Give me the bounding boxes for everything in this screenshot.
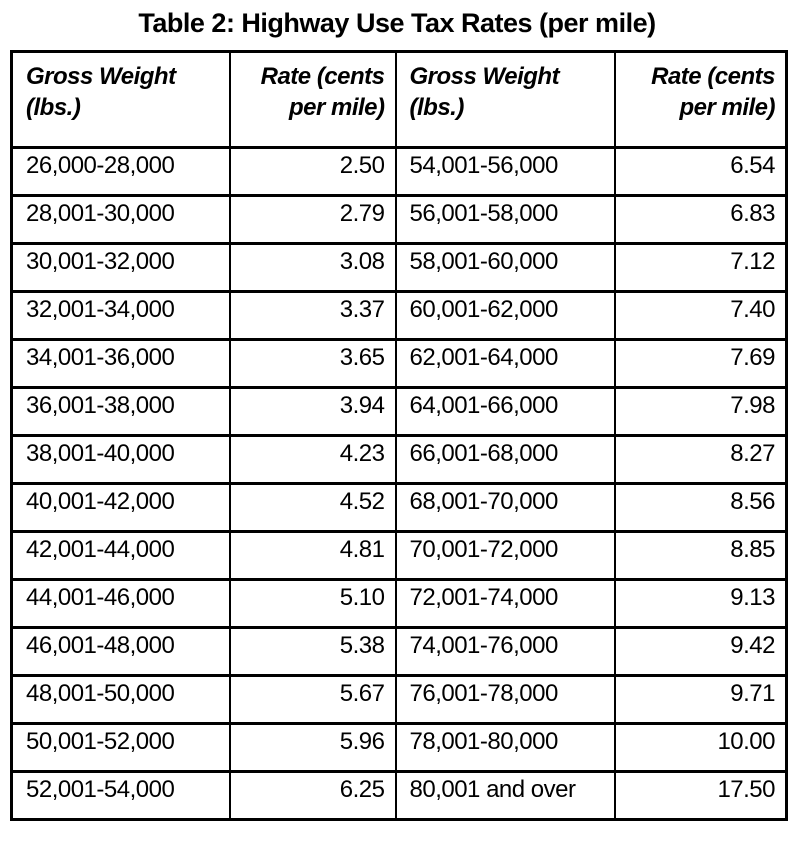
weight-range-cell: 40,001-42,000 bbox=[10, 482, 231, 533]
table-row: 32,001-34,000 3.37 60,001-62,000 7.40 bbox=[10, 290, 788, 341]
table-row: 40,001-42,000 4.52 68,001-70,000 8.56 bbox=[10, 482, 788, 533]
rate-cell: 4.23 bbox=[228, 434, 397, 485]
table-row: 52,001-54,000 6.25 80,001 and over 17.50 bbox=[10, 770, 788, 821]
rate-cell: 9.13 bbox=[613, 578, 788, 629]
weight-range-cell: 46,001-48,000 bbox=[10, 626, 231, 677]
rate-cell: 4.81 bbox=[228, 530, 397, 581]
weight-range-cell: 30,001-32,000 bbox=[10, 242, 231, 293]
rate-cell: 8.85 bbox=[613, 530, 788, 581]
rate-cell: 5.96 bbox=[228, 722, 397, 773]
weight-range-cell: 42,001-44,000 bbox=[10, 530, 231, 581]
weight-range-cell: 34,001-36,000 bbox=[10, 338, 231, 389]
rate-cell: 7.40 bbox=[613, 290, 788, 341]
table-row: 30,001-32,000 3.08 58,001-60,000 7.12 bbox=[10, 242, 788, 293]
rate-cell: 6.25 bbox=[228, 770, 397, 821]
rate-cell: 5.38 bbox=[228, 626, 397, 677]
table-row: 50,001-52,000 5.96 78,001-80,000 10.00 bbox=[10, 722, 788, 773]
table-row: 42,001-44,000 4.81 70,001-72,000 8.85 bbox=[10, 530, 788, 581]
weight-range-cell: 70,001-72,000 bbox=[394, 530, 616, 581]
rate-cell: 8.56 bbox=[613, 482, 788, 533]
weight-range-cell: 56,001-58,000 bbox=[394, 194, 616, 245]
table-row: 28,001-30,000 2.79 56,001-58,000 6.83 bbox=[10, 194, 788, 245]
rate-cell: 6.54 bbox=[613, 146, 788, 197]
table-row: 38,001-40,000 4.23 66,001-68,000 8.27 bbox=[10, 434, 788, 485]
rate-cell: 7.69 bbox=[613, 338, 788, 389]
rate-cell: 3.08 bbox=[228, 242, 397, 293]
rate-cell: 17.50 bbox=[613, 770, 788, 821]
weight-range-cell: 74,001-76,000 bbox=[394, 626, 616, 677]
weight-range-cell: 72,001-74,000 bbox=[394, 578, 616, 629]
weight-range-cell: 54,001-56,000 bbox=[394, 146, 616, 197]
weight-range-cell: 58,001-60,000 bbox=[394, 242, 616, 293]
weight-range-cell: 26,000-28,000 bbox=[10, 146, 231, 197]
weight-range-cell: 80,001 and over bbox=[394, 770, 616, 821]
rate-cell: 5.67 bbox=[228, 674, 397, 725]
highway-use-tax-rate-table: Gross Weight (lbs.) Rate (cents per mile… bbox=[10, 50, 788, 821]
table-row: 26,000-28,000 2.50 54,001-56,000 6.54 bbox=[10, 146, 788, 197]
table-row: 34,001-36,000 3.65 62,001-64,000 7.69 bbox=[10, 338, 788, 389]
weight-range-cell: 44,001-46,000 bbox=[10, 578, 231, 629]
weight-range-cell: 66,001-68,000 bbox=[394, 434, 616, 485]
table-row: 48,001-50,000 5.67 76,001-78,000 9.71 bbox=[10, 674, 788, 725]
weight-range-cell: 28,001-30,000 bbox=[10, 194, 231, 245]
weight-range-cell: 64,001-66,000 bbox=[394, 386, 616, 437]
weight-range-cell: 78,001-80,000 bbox=[394, 722, 616, 773]
table-row: 36,001-38,000 3.94 64,001-66,000 7.98 bbox=[10, 386, 788, 437]
weight-range-cell: 68,001-70,000 bbox=[394, 482, 616, 533]
weight-range-cell: 38,001-40,000 bbox=[10, 434, 231, 485]
rate-cell: 10.00 bbox=[613, 722, 788, 773]
rate-cell: 3.37 bbox=[228, 290, 397, 341]
header-gross-weight-left: Gross Weight (lbs.) bbox=[10, 50, 231, 149]
rate-cell: 5.10 bbox=[228, 578, 397, 629]
weight-range-cell: 32,001-34,000 bbox=[10, 290, 231, 341]
table-row: 44,001-46,000 5.10 72,001-74,000 9.13 bbox=[10, 578, 788, 629]
table-title: Table 2: Highway Use Tax Rates (per mile… bbox=[138, 8, 656, 38]
rate-cell: 2.50 bbox=[228, 146, 397, 197]
weight-range-cell: 76,001-78,000 bbox=[394, 674, 616, 725]
header-rate-right: Rate (cents per mile) bbox=[613, 50, 788, 149]
rate-cell: 8.27 bbox=[613, 434, 788, 485]
rate-cell: 6.83 bbox=[613, 194, 788, 245]
header-rate-left: Rate (cents per mile) bbox=[228, 50, 397, 149]
rate-cell: 4.52 bbox=[228, 482, 397, 533]
weight-range-cell: 36,001-38,000 bbox=[10, 386, 231, 437]
weight-range-cell: 60,001-62,000 bbox=[394, 290, 616, 341]
rate-cell: 2.79 bbox=[228, 194, 397, 245]
rate-cell: 9.71 bbox=[613, 674, 788, 725]
rate-cell: 9.42 bbox=[613, 626, 788, 677]
rate-cell: 7.98 bbox=[613, 386, 788, 437]
rate-cell: 3.94 bbox=[228, 386, 397, 437]
weight-range-cell: 62,001-64,000 bbox=[394, 338, 616, 389]
header-gross-weight-right: Gross Weight (lbs.) bbox=[394, 50, 616, 149]
rate-cell: 7.12 bbox=[613, 242, 788, 293]
rate-cell: 3.65 bbox=[228, 338, 397, 389]
weight-range-cell: 52,001-54,000 bbox=[10, 770, 231, 821]
weight-range-cell: 50,001-52,000 bbox=[10, 722, 231, 773]
table-row: 46,001-48,000 5.38 74,001-76,000 9.42 bbox=[10, 626, 788, 677]
weight-range-cell: 48,001-50,000 bbox=[10, 674, 231, 725]
table-header-row: Gross Weight (lbs.) Rate (cents per mile… bbox=[10, 50, 788, 149]
